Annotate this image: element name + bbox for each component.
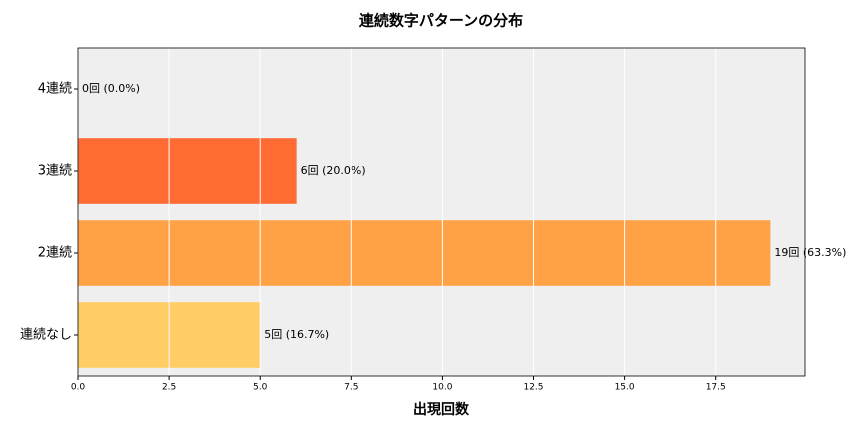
x-tick-label: 7.5 xyxy=(344,383,358,393)
x-tick-label: 0.0 xyxy=(71,383,86,393)
data-label: 0回 (0.0%) xyxy=(82,82,140,95)
y-tick-label: 2連続 xyxy=(38,246,72,261)
x-tick-label: 12.5 xyxy=(523,383,543,393)
bar xyxy=(78,220,771,286)
chart-title: 連続数字パターンの分布 xyxy=(359,12,523,30)
x-axis-label: 出現回数 xyxy=(413,401,470,418)
y-tick-label: 4連続 xyxy=(38,82,72,97)
x-tick-label: 5.0 xyxy=(253,383,268,393)
x-tick-label: 17.5 xyxy=(706,383,726,393)
y-tick-label: 3連続 xyxy=(38,164,72,179)
data-label: 19回 (63.3%) xyxy=(774,246,846,259)
x-tick-label: 2.5 xyxy=(162,383,176,393)
y-tick-label: 連続なし xyxy=(20,328,72,343)
data-label: 5回 (16.7%) xyxy=(264,328,329,341)
x-tick-label: 15.0 xyxy=(615,383,635,393)
plot-frame xyxy=(77,47,806,377)
data-label: 6回 (20.0%) xyxy=(301,164,366,177)
x-tick-label: 10.0 xyxy=(432,383,452,393)
bar xyxy=(78,138,297,204)
